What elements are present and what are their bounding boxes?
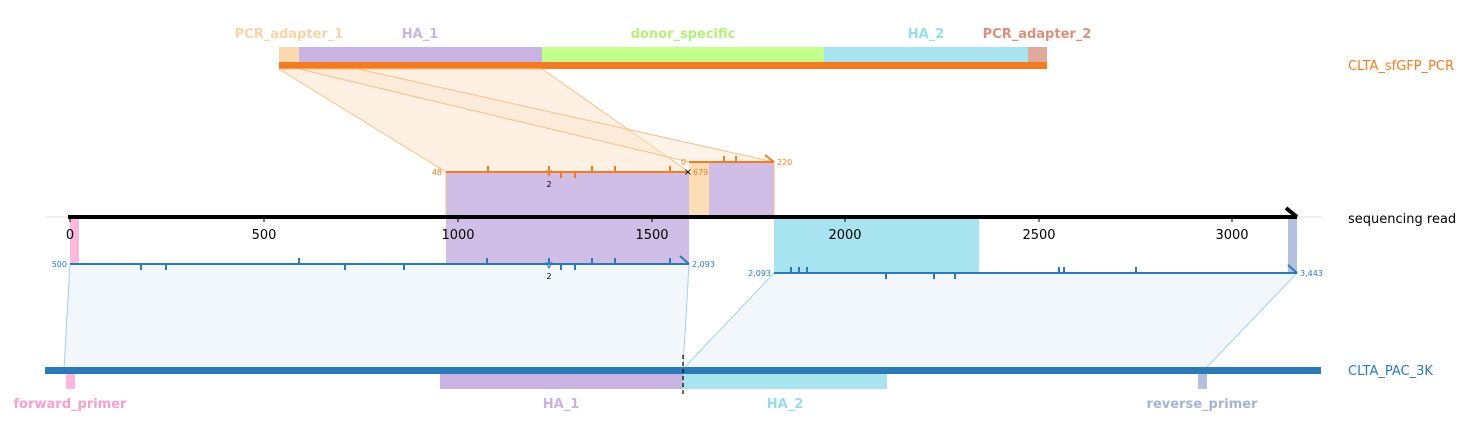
top-label-ha-1: HA_1 [402,27,439,42]
bottom-right-start-label: 2,093 [748,269,771,278]
read-axis-tick-label: 2000 [828,228,861,243]
top-track-name: CLTA_sfGFP_PCR [1348,59,1454,74]
upper-alignment-blocks: 2 48 679 × 0 220 [432,154,792,217]
top-main-ticks [487,166,671,178]
bottom-right-ticks [790,267,1137,279]
lower-alignment-lines: 2 500 2,093 2,093 3,443 [52,255,1323,281]
top-label-pcr-adapter-1: PCR_adapter_1 [235,27,344,42]
bottom-left-ticks [140,258,671,270]
lower-block-forward-primer [70,218,79,265]
top-label-ha-2: HA_2 [908,27,945,42]
top-feature-pcr-adapter-1 [279,47,299,64]
read-axis-tick-label: 0 [66,228,74,243]
top-connector-main [277,68,691,173]
bottom-label-reverse-primer: reverse_primer [1147,397,1259,412]
bottom-feature-forward-primer [66,374,75,389]
bottom-left-indel-marker [545,261,553,270]
read-axis-tick-label: 500 [252,228,277,243]
top-reference-bar [279,62,1047,69]
top-short-end-label: 220 [777,158,792,167]
top-reference-track: PCR_adapter_1 HA_1 donor_specific HA_2 P… [235,27,1454,74]
bottom-label-forward-primer: forward_primer [14,397,128,412]
bottom-label-ha-1: HA_1 [543,397,580,412]
sequencing-read-axis: 0 500 1000 1500 2000 2500 3000 sequencin… [45,206,1456,243]
bottom-feature-reverse-primer [1198,374,1207,389]
bottom-left-arrow-head [679,255,690,265]
top-main-end-cross-icon: × [684,167,692,178]
bottom-left-indel-label: 2 [546,272,551,281]
bottom-connector-left [63,263,690,370]
bottom-connector-right [681,272,1299,370]
lower-block-ha-1 [446,218,689,265]
read-track-name: sequencing read [1348,212,1456,227]
lower-block-ha-2 [774,218,979,274]
top-feature-pcr-adapter-2 [1028,47,1047,64]
top-main-end-label: 679 [693,168,708,177]
top-feature-donor-specific [542,47,824,64]
bottom-feature-ha-1 [440,374,683,389]
read-axis-arrow-icon [1284,206,1299,219]
top-main-indel-label: 2 [546,180,551,189]
bottom-feature-ha-2 [683,374,887,389]
bottom-right-end-label: 3,443 [1300,269,1323,278]
read-axis-tick-label: 1500 [635,228,668,243]
bottom-label-ha-2: HA_2 [767,397,804,412]
top-label-pcr-adapter-2: PCR_adapter_2 [983,27,1092,42]
lower-block-reverse-primer [1288,218,1297,274]
lower-alignment-blocks [70,218,1297,274]
top-feature-ha-2 [824,47,1028,64]
upper-block-adapter [689,163,709,217]
top-main-start-label: 48 [432,168,442,177]
top-alignment-connectors [277,68,775,173]
read-axis-tick-label: 1000 [441,228,474,243]
upper-block-ha-1 [446,172,689,217]
bottom-left-end-label: 2,093 [692,260,715,269]
bottom-left-start-label: 500 [52,260,67,269]
bottom-alignment-connectors [63,263,1299,370]
bottom-track-name: CLTA_PAC_3K [1348,364,1433,379]
read-axis-ticks [69,217,1233,222]
bottom-right-arrow-head [1287,264,1298,274]
read-axis-tick-label: 2500 [1022,228,1055,243]
bottom-reference-track: forward_primer HA_1 HA_2 reverse_primer … [14,355,1433,412]
top-short-start-label: 0 [681,158,686,167]
top-label-donor-specific: donor_specific [631,27,736,42]
upper-block-ha-1-short [709,163,774,217]
top-main-indel-marker [545,169,553,178]
top-feature-ha-1 [299,47,542,64]
read-axis-tick-label: 3000 [1215,228,1248,243]
top-short-arrow-head [764,154,775,163]
